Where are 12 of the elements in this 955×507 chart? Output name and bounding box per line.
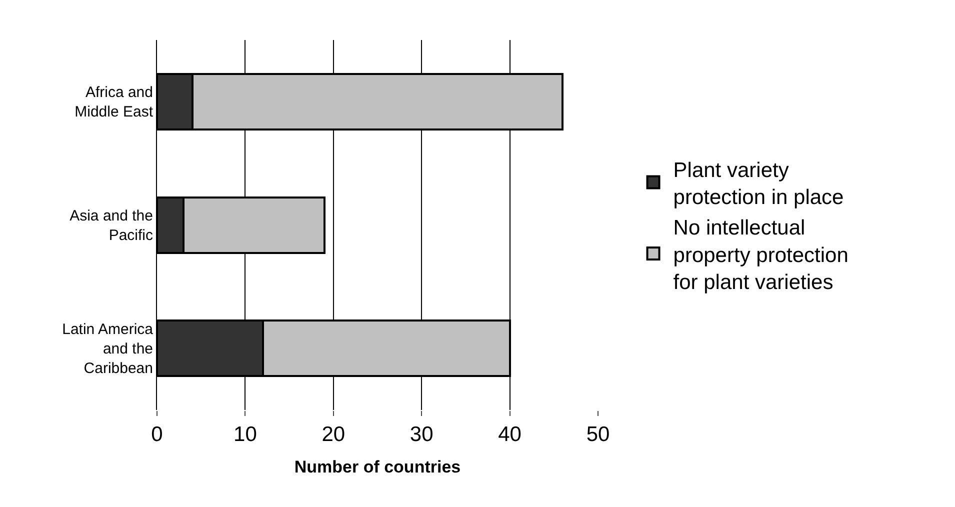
legend-label: No intellectual property protection for plant varieties <box>673 216 848 294</box>
x-tick-label: 50 <box>586 423 610 446</box>
y-tick-label: Africa and Middle East <box>74 84 154 121</box>
y-tick-label: Latin America and the Caribbean <box>62 321 154 378</box>
x-tick-label: 0 <box>151 423 163 446</box>
x-tick-label: 20 <box>322 423 346 446</box>
legend-label: Plant variety protection in place <box>673 158 844 210</box>
x-tick-label: 30 <box>410 423 434 446</box>
x-tick-label: 10 <box>234 423 257 446</box>
x-tick-label: 40 <box>498 423 522 446</box>
y-tick-label: Asia and the Pacific <box>70 208 154 244</box>
x-axis-title: Number of countries <box>294 458 461 477</box>
